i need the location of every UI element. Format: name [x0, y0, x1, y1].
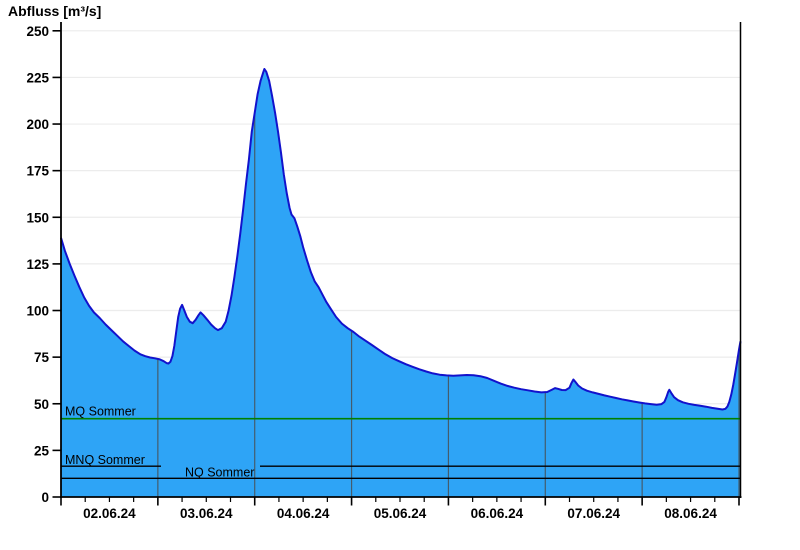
x-date-label: 08.06.24 [664, 506, 717, 521]
y-tick-label: 50 [34, 397, 49, 412]
y-tick-label: 125 [26, 257, 49, 272]
y-tick-label: 25 [34, 443, 50, 458]
discharge-area-fill [61, 69, 741, 497]
y-tick-label: 150 [26, 210, 49, 225]
y-tick-label: 100 [26, 304, 49, 319]
x-date-label: 05.06.24 [374, 506, 427, 521]
y-tick-label: 200 [26, 117, 49, 132]
x-date-label: 06.06.24 [471, 506, 524, 521]
x-date-label: 03.06.24 [180, 506, 233, 521]
nq-sommer-label: NQ Sommer [185, 465, 254, 479]
discharge-curve [60, 68, 742, 411]
y-tick-label: 225 [26, 70, 49, 85]
y-tick-label: 175 [26, 164, 49, 179]
x-date-label: 02.06.24 [83, 506, 136, 521]
chart-title: Abfluss [m³/s] [8, 3, 102, 19]
mnq-sommer-label: MNQ Sommer [65, 453, 145, 467]
x-date-label: 07.06.24 [567, 506, 620, 521]
x-date-label: 04.06.24 [277, 506, 330, 521]
y-tick-label: 75 [34, 350, 50, 365]
mq-sommer-label: MQ Sommer [65, 405, 136, 419]
y-tick-label: 0 [41, 490, 49, 505]
y-tick-label: 250 [26, 24, 49, 39]
